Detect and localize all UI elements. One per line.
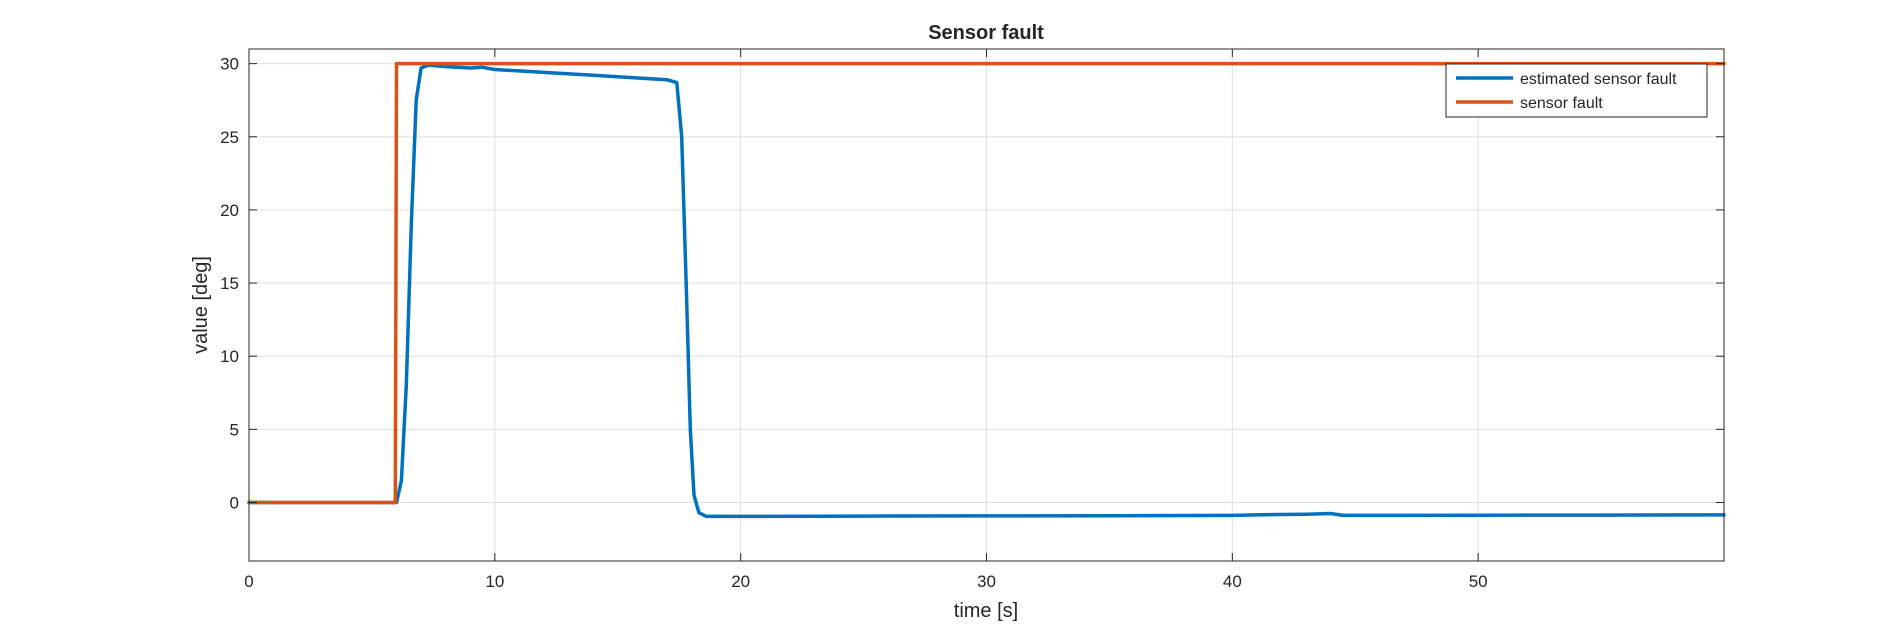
- legend-box: [1445, 63, 1708, 118]
- chart-title: Sensor fault: [928, 22, 1044, 44]
- x-tick-label: 0: [244, 572, 253, 591]
- x-axis-label: time [s]: [954, 600, 1018, 622]
- x-tick-label: 10: [485, 572, 504, 591]
- y-tick-label: 25: [220, 128, 239, 147]
- x-tick-label: 30: [977, 572, 996, 591]
- y-tick-label: 30: [220, 55, 239, 74]
- series-line-sensor-fault: [247, 61, 1726, 505]
- y-tick-label: 15: [220, 274, 239, 293]
- legend-label-sensor-fault: sensor fault: [1520, 95, 1603, 112]
- legend: estimated sensor fault sensor fault: [1445, 63, 1708, 118]
- y-tick-label: 0: [230, 493, 239, 512]
- x-tick-label: 40: [1223, 572, 1242, 591]
- y-tick-label: 10: [220, 347, 239, 366]
- legend-label-estimated-sensor-fault: estimated sensor fault: [1520, 71, 1677, 88]
- x-axis-ticks: 0 10 20 30 40 50: [244, 49, 1488, 591]
- y-axis-label: value [deg]: [190, 256, 212, 354]
- y-axis-ticks: 0 5 10 15 20 25 30: [220, 55, 1724, 512]
- x-tick-label: 20: [731, 572, 750, 591]
- series-lines: [247, 61, 1726, 519]
- x-tick-label: 50: [1469, 572, 1488, 591]
- series-line-estimated-sensor-fault: [247, 63, 1726, 519]
- y-tick-label: 5: [230, 420, 239, 439]
- y-tick-label: 20: [220, 201, 239, 220]
